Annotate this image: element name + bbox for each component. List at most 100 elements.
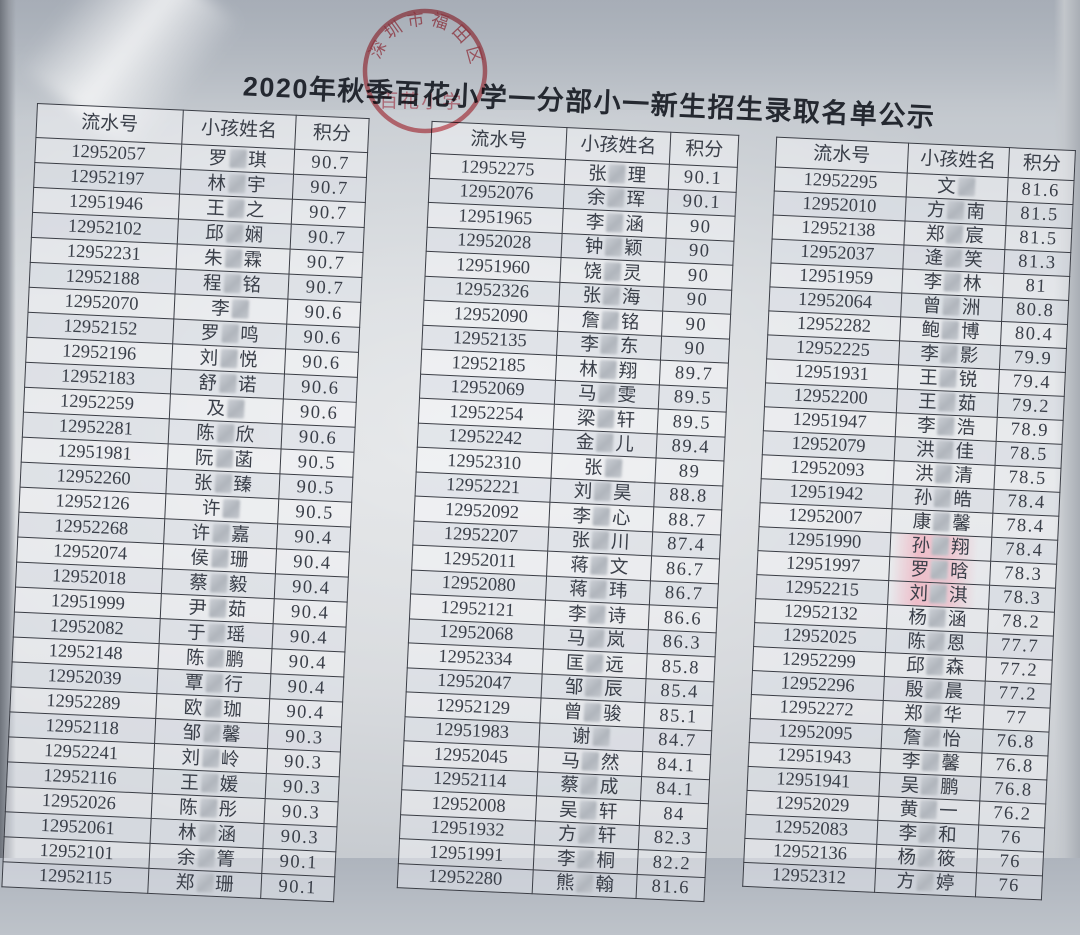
redaction-block bbox=[924, 704, 943, 724]
redaction-block bbox=[215, 448, 234, 468]
redaction-block bbox=[199, 797, 218, 818]
redaction-block bbox=[925, 680, 944, 700]
redaction-block bbox=[204, 672, 223, 693]
redaction-block bbox=[947, 200, 965, 221]
redaction-block bbox=[225, 223, 244, 244]
name-cell: 方婷 bbox=[874, 868, 977, 897]
redaction-block bbox=[926, 656, 945, 676]
redaction-block bbox=[918, 824, 937, 844]
score-cell: 89.4 bbox=[656, 433, 726, 462]
score-cell: 90.4 bbox=[274, 573, 349, 603]
redaction-block bbox=[592, 506, 611, 526]
score-cell: 76.8 bbox=[980, 777, 1047, 804]
score-cell: 90.1 bbox=[261, 848, 336, 877]
score-cell: 82.3 bbox=[638, 825, 708, 853]
score-cell: 89.7 bbox=[659, 360, 729, 388]
score-cell: 81 bbox=[1002, 273, 1070, 301]
redaction-block bbox=[587, 628, 605, 649]
redaction-block bbox=[920, 776, 939, 796]
score-cell: 86.7 bbox=[650, 555, 720, 584]
serial-cell: 12952115 bbox=[1, 861, 149, 894]
redaction-block bbox=[933, 488, 952, 509]
column-header: 小孩姓名 bbox=[906, 143, 1010, 178]
score-cell: 90.7 bbox=[290, 224, 365, 253]
redaction-block bbox=[201, 747, 220, 768]
score-cell: 76 bbox=[977, 824, 1045, 852]
score-cell: 90.3 bbox=[264, 798, 339, 827]
score-cell: 90.1 bbox=[667, 188, 737, 217]
score-cell: 84.7 bbox=[643, 727, 712, 755]
score-cell: 86.6 bbox=[648, 604, 718, 633]
redaction-block bbox=[932, 512, 951, 533]
redaction-block bbox=[945, 224, 964, 245]
redaction-block bbox=[203, 697, 222, 718]
redaction-block bbox=[209, 573, 228, 593]
score-cell: 90.6 bbox=[286, 299, 361, 328]
score-cell: 89 bbox=[655, 457, 724, 486]
redaction-block bbox=[211, 523, 230, 543]
score-cell: 81.5 bbox=[1005, 225, 1072, 253]
score-cell: 90.5 bbox=[279, 448, 354, 478]
score-cell: 90.4 bbox=[268, 698, 343, 727]
score-cell: 84.1 bbox=[640, 776, 710, 804]
score-cell: 85.1 bbox=[644, 702, 713, 731]
score-cell: 78.4 bbox=[991, 513, 1059, 541]
redaction-block bbox=[604, 236, 623, 257]
score-cell: 90.5 bbox=[277, 498, 352, 528]
score-cell: 90.4 bbox=[269, 673, 344, 702]
score-cell: 86.7 bbox=[649, 580, 719, 608]
score-cell: 87.4 bbox=[652, 531, 721, 559]
score-cell: 90.7 bbox=[287, 274, 362, 303]
score-cell: 81.3 bbox=[1003, 249, 1071, 277]
redaction-block bbox=[937, 416, 956, 437]
redaction-block bbox=[600, 334, 619, 355]
score-cell: 90 bbox=[662, 311, 731, 339]
score-cell: 76 bbox=[976, 848, 1044, 876]
redaction-block bbox=[584, 677, 603, 698]
score-cell: 78.4 bbox=[993, 489, 1060, 517]
redaction-block bbox=[228, 148, 247, 169]
score-cell: 90.3 bbox=[267, 723, 342, 752]
score-cell: 78.9 bbox=[996, 417, 1064, 445]
redaction-block bbox=[921, 752, 940, 772]
redaction-block bbox=[591, 726, 610, 747]
score-cell: 77.7 bbox=[986, 633, 1054, 661]
serial-cell: 12952280 bbox=[397, 863, 534, 894]
score-cell: 78.3 bbox=[989, 561, 1057, 589]
score-cell: 90.3 bbox=[265, 773, 340, 802]
column-header: 小孩姓名 bbox=[565, 127, 672, 165]
redaction-block bbox=[602, 285, 621, 306]
score-cell: 78.3 bbox=[988, 585, 1056, 613]
redaction-block bbox=[607, 187, 625, 208]
score-cell: 80.4 bbox=[1000, 321, 1068, 349]
score-cell: 76 bbox=[975, 872, 1043, 900]
score-cell: 88.7 bbox=[653, 506, 722, 535]
score-cell: 90.4 bbox=[270, 648, 345, 678]
score-cell: 90.6 bbox=[282, 398, 357, 428]
score-cell: 79.2 bbox=[997, 393, 1065, 421]
score-cell: 90.6 bbox=[284, 349, 359, 378]
redaction-block bbox=[923, 728, 941, 748]
redaction-block bbox=[936, 440, 954, 461]
score-cell: 90.4 bbox=[273, 598, 348, 628]
redaction-block bbox=[604, 457, 622, 478]
score-cell: 90.7 bbox=[288, 249, 364, 278]
score-cell: 82.2 bbox=[637, 849, 707, 878]
score-cell: 84.1 bbox=[642, 751, 711, 780]
redaction-block bbox=[596, 432, 614, 453]
score-cell: 86.3 bbox=[647, 629, 717, 657]
redaction-block bbox=[580, 775, 599, 796]
redaction-block bbox=[591, 530, 610, 551]
document-sheet: 2020年秋季百花小学一分部小一新生招生录取名单公示 流水号 小孩姓名 积分 1295… bbox=[1, 71, 1080, 910]
redaction-block bbox=[608, 163, 627, 184]
redaction-block bbox=[588, 604, 607, 624]
redaction-block bbox=[218, 373, 237, 394]
redaction-block bbox=[601, 310, 620, 331]
score-cell: 76.2 bbox=[978, 800, 1046, 828]
score-cell: 77.2 bbox=[984, 681, 1052, 709]
column-header: 积分 bbox=[669, 132, 739, 168]
redaction-block bbox=[227, 173, 246, 194]
score-cell: 90.6 bbox=[283, 374, 358, 403]
score-cell: 90.7 bbox=[292, 174, 367, 203]
redaction-block bbox=[224, 248, 243, 269]
